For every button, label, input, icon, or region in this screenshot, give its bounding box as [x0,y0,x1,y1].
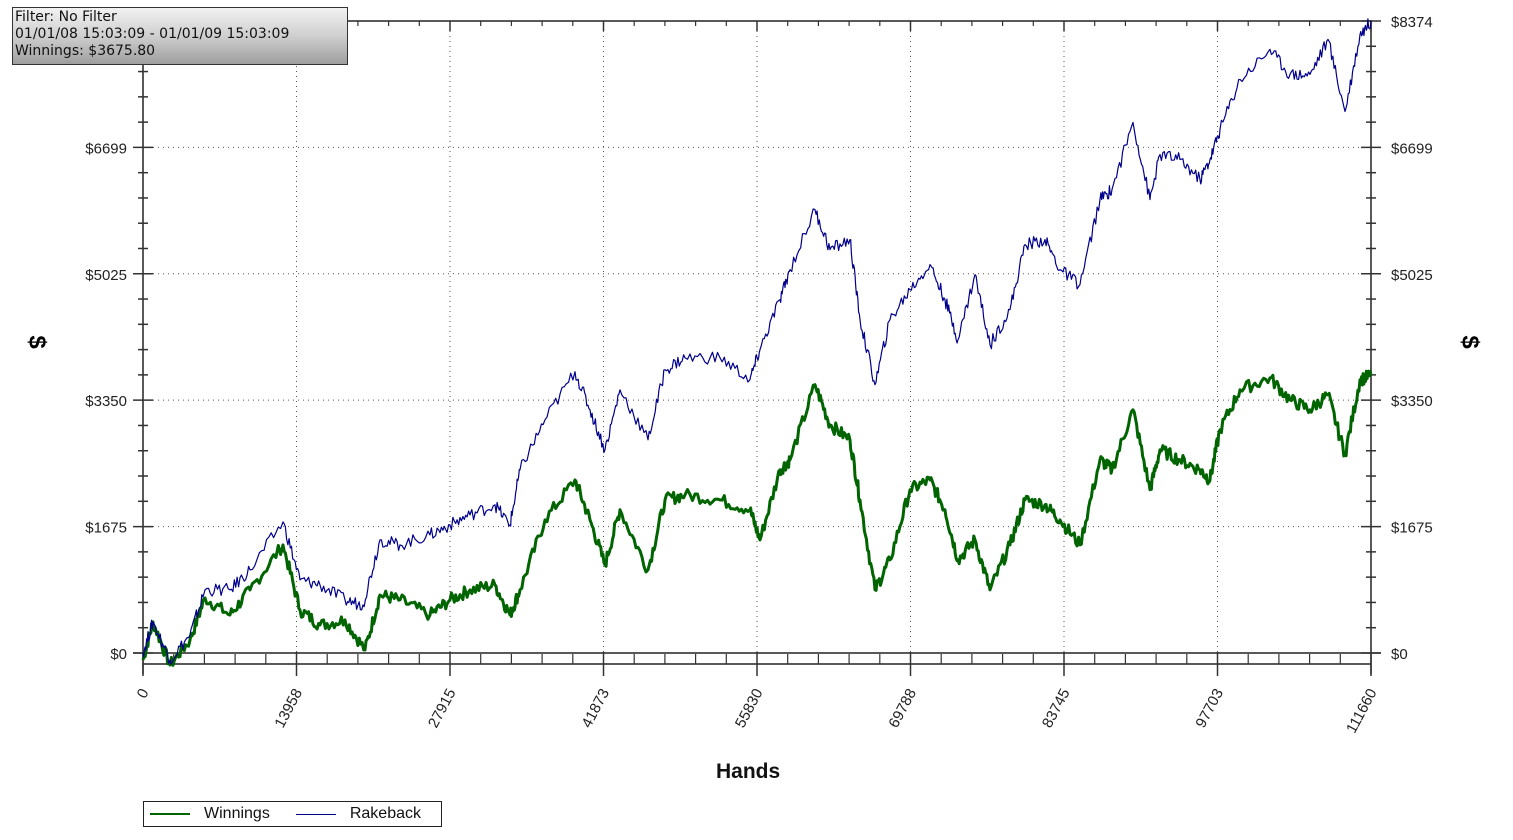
y-tick-label-right: $1675 [1391,520,1433,537]
x-tick-label: 41873 [578,686,613,731]
x-tick-label: 69788 [885,686,920,731]
series-line-winnings [141,369,1373,667]
y-tick-label-left: $1675 [85,520,127,537]
filter-label: Filter: No Filter [15,9,117,25]
chart-legend: Winnings Rakeback [143,801,442,827]
x-tick-label: 111660 [1343,686,1380,736]
y-axis-title-right: $ [1456,335,1484,349]
y-tick-label-right: $3350 [1391,393,1433,410]
y-tick-label-right: $8374 [1391,14,1433,31]
y-tick-label-right: $0 [1391,646,1408,663]
series-lines [141,18,1373,667]
x-axis-title: Hands [716,760,781,783]
y-tick-label-right: $6699 [1391,140,1433,157]
y-tick-label-left: $5025 [85,267,127,284]
x-tick-label: 83745 [1039,686,1074,731]
legend-label-rakeback: Rakeback [349,805,421,822]
x-tick-label: 27915 [425,686,460,731]
y-tick-label-left: $6699 [85,140,127,157]
tick-labels: $0 $0 $1675 $1675 $3350 $3350 $5025 $5025 $6699 $… [85,14,1432,736]
x-tick-label: 13958 [271,686,306,731]
y-tick-label-right: $5025 [1391,267,1433,284]
x-tick-label: 97703 [1192,686,1227,731]
series-line-rakeback [142,18,1372,665]
legend-swatch-winnings [150,813,191,815]
x-tick-label: 0 [134,686,153,701]
filter-info-box: Filter: No Filter 01/01/08 15:03:09 - 01… [12,7,348,65]
winnings-total-label: Winnings: $3675.80 [15,43,156,59]
legend-swatch-rakeback [295,813,336,815]
y-tick-label-left: $0 [110,646,127,663]
date-range-label: 01/01/08 15:03:09 - 01/01/09 15:03:09 [15,26,290,42]
legend-label-winnings: Winnings [204,805,270,822]
grid-lines [143,21,1371,664]
axes [133,20,1381,676]
y-axis-title-left: $ [23,335,51,349]
y-tick-label-left: $3350 [85,393,127,410]
x-tick-label: 55830 [732,686,767,731]
